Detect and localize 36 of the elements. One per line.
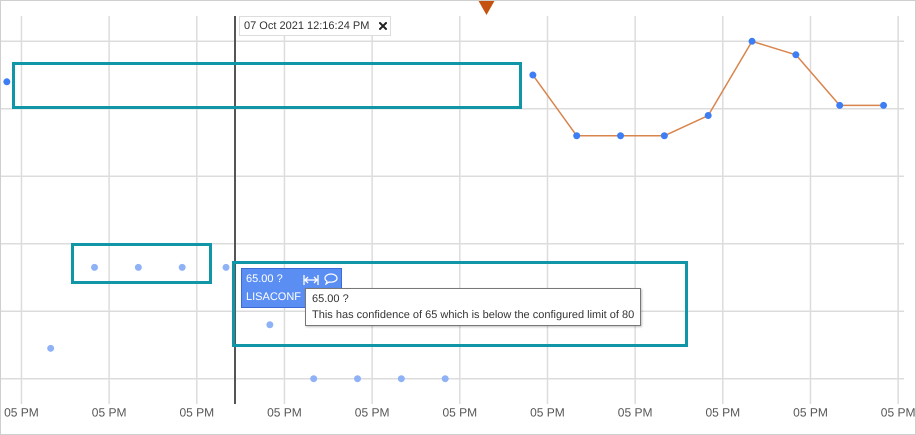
point — [222, 264, 230, 271]
x-tick-label: 05 PM — [530, 406, 565, 420]
point — [660, 132, 668, 140]
point — [880, 102, 888, 109]
x-tick-label: 05 PM — [92, 406, 126, 420]
point — [792, 51, 800, 58]
x-tick-label: 05 PM — [880, 406, 916, 420]
annotation: 65.00 ? — [312, 293, 349, 305]
point — [3, 78, 10, 86]
point — [47, 344, 54, 352]
point — [91, 264, 98, 271]
annotation: This has confidence of 65 which is below the configured limit of 80 — [312, 309, 634, 321]
point — [442, 375, 449, 382]
point — [354, 375, 362, 382]
point — [529, 72, 536, 79]
x-tick-label: 05 PM — [618, 406, 652, 420]
text: 07 Oct 2021 12:16:24 PM — [244, 20, 370, 32]
x-tick-label: 05 PM — [793, 406, 828, 420]
x-tick-label: 05 PM — [267, 406, 302, 420]
point — [310, 375, 318, 382]
annotation: 65.00 ? — [246, 273, 283, 285]
x-tick-label: 05 PM — [354, 406, 390, 420]
x-tick-label: 05 PM — [705, 406, 740, 420]
point — [266, 321, 274, 328]
x-tick-label: 05 PM — [179, 406, 214, 420]
x-tick-label: 05 PM — [442, 406, 478, 420]
annotation: LISACONF — [246, 291, 302, 303]
x-tick-label: 05 PM — [4, 406, 39, 420]
point — [178, 264, 186, 271]
point — [573, 132, 580, 140]
point — [398, 375, 405, 382]
point — [836, 102, 844, 109]
point — [617, 132, 624, 140]
point — [748, 38, 756, 45]
point — [704, 112, 712, 120]
point — [134, 264, 142, 271]
